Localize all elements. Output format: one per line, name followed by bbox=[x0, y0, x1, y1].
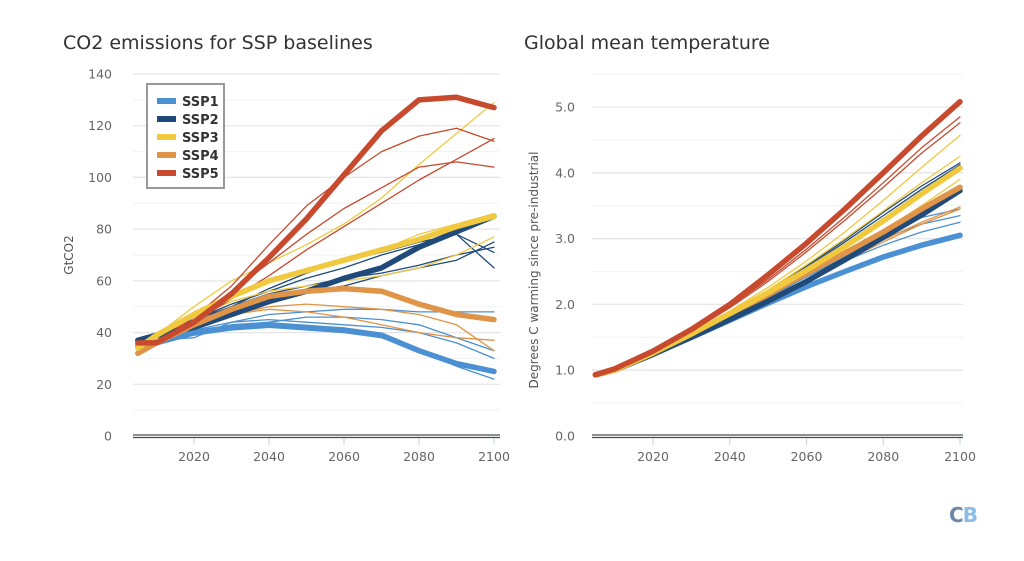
chart-title-temperature: Global mean temperature bbox=[524, 32, 770, 54]
y-tick-label: 0 bbox=[104, 429, 112, 444]
legend-swatch-ssp4 bbox=[157, 152, 176, 158]
legend-swatch-ssp3 bbox=[157, 134, 176, 140]
series-line-ssp3-model-c bbox=[594, 178, 961, 376]
legend-swatch-ssp1 bbox=[157, 98, 176, 104]
series-line-ssp5 bbox=[135, 94, 497, 346]
y-tick-label: 1.0 bbox=[555, 363, 575, 378]
series-line-ssp5 bbox=[592, 98, 963, 378]
y-tick-label: 0.0 bbox=[555, 429, 575, 444]
series-line-ssp3-model-a bbox=[137, 101, 495, 349]
legend-swatch-ssp5 bbox=[157, 170, 176, 176]
y-axis-label: Degrees C warming since pre-industrial bbox=[527, 152, 541, 389]
y-tick-label: 2.0 bbox=[555, 297, 575, 312]
y-tick-label: 140 bbox=[88, 67, 112, 82]
y-tick-label: 80 bbox=[96, 222, 112, 237]
logo-letter-b: B bbox=[962, 503, 978, 527]
series-line-ssp1 bbox=[135, 322, 497, 375]
x-tick-label: 2040 bbox=[253, 449, 285, 464]
x-tick-label: 2020 bbox=[178, 449, 210, 464]
legend-label-ssp4: SSP4 bbox=[182, 149, 219, 164]
y-tick-label: 20 bbox=[96, 377, 112, 392]
x-tick-label: 2040 bbox=[714, 449, 746, 464]
series-line-ssp5-model-a bbox=[137, 127, 495, 344]
legend-swatch-ssp2 bbox=[157, 116, 176, 122]
series-line-ssp5-model-a bbox=[594, 116, 961, 376]
x-tick-label: 2020 bbox=[637, 449, 669, 464]
y-axis-label: GtCO2 bbox=[62, 235, 76, 274]
y-tick-label: 3.0 bbox=[555, 231, 575, 246]
legend-label-ssp3: SSP3 bbox=[182, 131, 219, 146]
x-tick-label: 2060 bbox=[791, 449, 823, 464]
temperature-chart: 0.0 1.0 2.0 3.0 4.0 5.0 Degrees C warming sinc… bbox=[527, 73, 976, 464]
y-tick-label: 60 bbox=[96, 273, 112, 288]
y-tick-label: 5.0 bbox=[555, 100, 575, 115]
carbon-brief-logo: CB bbox=[949, 503, 978, 527]
x-tick-label: 2080 bbox=[403, 449, 435, 464]
y-tick-label: 4.0 bbox=[555, 165, 575, 180]
legend-label-ssp1: SSP1 bbox=[182, 95, 219, 110]
series-line-ssp3 bbox=[135, 213, 497, 351]
x-tick-label: 2100 bbox=[478, 449, 510, 464]
y-tick-label: 40 bbox=[96, 325, 112, 340]
x-tick-label: 2100 bbox=[944, 449, 976, 464]
chart-title-emissions: CO2 emissions for SSP baselines bbox=[63, 32, 373, 54]
legend: SSP1 SSP2 SSP3 SSP4 SSP5 bbox=[146, 83, 225, 189]
y-tick-label: 120 bbox=[88, 118, 112, 133]
series-line-ssp3-model-a bbox=[594, 134, 961, 376]
legend-label-ssp2: SSP2 bbox=[182, 113, 219, 128]
legend-label-ssp5: SSP5 bbox=[182, 167, 219, 182]
x-tick-label: 2060 bbox=[328, 449, 360, 464]
y-tick-label: 100 bbox=[88, 170, 112, 185]
logo-letter-c: C bbox=[949, 503, 964, 527]
x-tick-label: 2080 bbox=[867, 449, 899, 464]
